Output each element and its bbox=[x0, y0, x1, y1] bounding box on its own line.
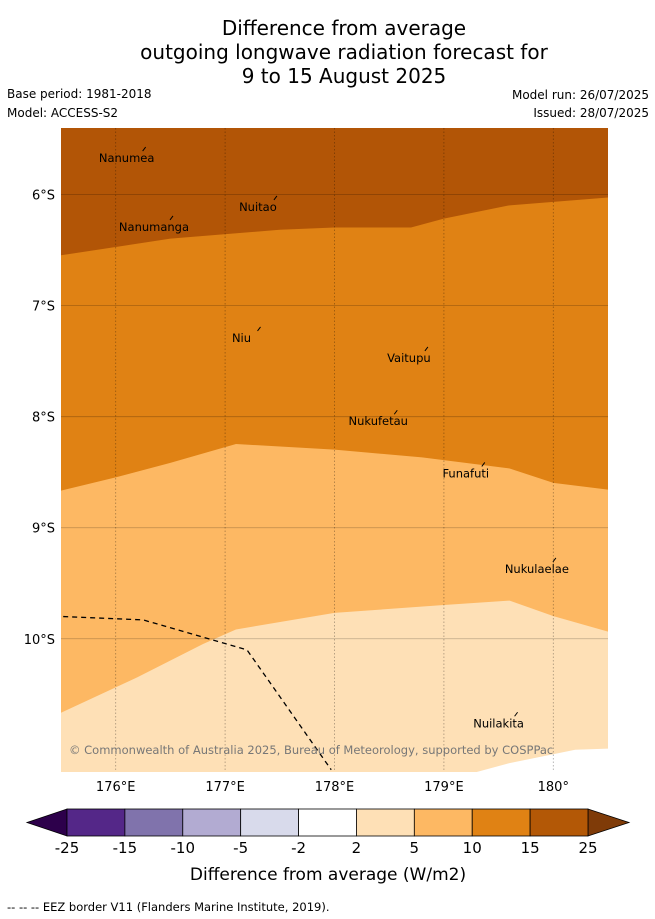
island-marker bbox=[481, 462, 486, 467]
colorbar-swatch bbox=[124, 808, 184, 837]
colorbar-swatch bbox=[529, 808, 589, 837]
colorbar-tick-label: -2 bbox=[291, 839, 306, 857]
island-marker bbox=[552, 557, 557, 563]
colorbar-tick-label: 10 bbox=[463, 839, 482, 857]
title-line-3: 9 to 15 August 2025 bbox=[241, 64, 447, 88]
base-period: Base period: 1981-2018 bbox=[7, 87, 152, 101]
colorbar-under-arrow bbox=[25, 808, 68, 837]
lon-tick-label: 179°E bbox=[424, 780, 464, 795]
colorbar-tick-label: 25 bbox=[578, 839, 597, 857]
lon-tick-label: 178°E bbox=[315, 780, 355, 795]
colorbar-tick-label: 15 bbox=[521, 839, 540, 857]
colorbar-swatch bbox=[66, 808, 126, 837]
lat-tick-label: 9°S bbox=[32, 522, 55, 537]
island-marker bbox=[273, 195, 278, 201]
island-marker bbox=[257, 326, 261, 332]
lat-tick-label: 8°S bbox=[32, 411, 55, 426]
colorbar-tick-label: 2 bbox=[352, 839, 362, 857]
place-label: Niu bbox=[232, 331, 251, 345]
island-marker bbox=[142, 146, 147, 152]
colorbar-tick-label: 5 bbox=[410, 839, 420, 857]
colorbar-tick-label: -25 bbox=[55, 839, 80, 857]
colorbar-swatch bbox=[298, 808, 357, 837]
island-marker bbox=[424, 346, 429, 352]
place-label: Nukulaelae bbox=[505, 562, 569, 576]
contour-region-neutral bbox=[476, 748, 608, 772]
island-marker bbox=[514, 711, 518, 717]
issued-date: Issued: 28/07/2025 bbox=[533, 106, 649, 120]
place-label: Nanumanga bbox=[119, 220, 189, 234]
colorbar-swatch bbox=[471, 808, 531, 837]
eez-border-line bbox=[63, 615, 332, 771]
colorbar-swatch bbox=[182, 808, 242, 837]
place-label: Nanumea bbox=[99, 151, 155, 165]
colorbar-swatch bbox=[240, 808, 299, 837]
colorbar-title: Difference from average (W/m2) bbox=[190, 865, 466, 885]
place-label: Nuitao bbox=[239, 200, 277, 214]
colorbar-tick-label: -15 bbox=[113, 839, 138, 857]
copyright-notice: © Commonwealth of Australia 2025, Bureau… bbox=[69, 743, 553, 757]
lon-tick-label: 176°E bbox=[96, 780, 136, 795]
place-label: Nukufetau bbox=[349, 414, 408, 428]
eez-footnote: -- -- -- EEZ border V11 (Flanders Marine… bbox=[7, 900, 330, 914]
lon-tick-label: 180° bbox=[538, 780, 569, 795]
contour-region-2-to-5 bbox=[61, 600, 608, 772]
place-label: Funafuti bbox=[442, 466, 489, 480]
place-label: Nuilakita bbox=[473, 716, 524, 730]
place-label: Vaitupu bbox=[387, 351, 431, 365]
lat-tick-label: 7°S bbox=[32, 300, 55, 315]
colorbar-over-arrow bbox=[587, 808, 631, 837]
island-marker bbox=[393, 409, 398, 415]
colorbar-tick-label: -10 bbox=[171, 839, 196, 857]
lat-tick-label: 10°S bbox=[24, 633, 55, 648]
title-line-2: outgoing longwave radiation forecast for bbox=[140, 40, 548, 64]
island-marker bbox=[169, 215, 174, 221]
colorbar-swatch bbox=[413, 808, 473, 837]
colorbar-swatch bbox=[356, 808, 415, 837]
title-line-1: Difference from average bbox=[221, 16, 467, 40]
lon-tick-label: 177°E bbox=[205, 780, 245, 795]
map-area: Nanumea Nuitao Nanumanga Niu Vaitupu Nukufeta… bbox=[61, 128, 608, 772]
model-name: Model: ACCESS-S2 bbox=[7, 106, 119, 120]
model-run: Model run: 26/07/2025 bbox=[511, 88, 649, 102]
colorbar-tick-label: -5 bbox=[233, 839, 248, 857]
map-title: Difference from average outgoing longwav… bbox=[0, 16, 655, 88]
lat-tick-label: 6°S bbox=[32, 189, 55, 204]
